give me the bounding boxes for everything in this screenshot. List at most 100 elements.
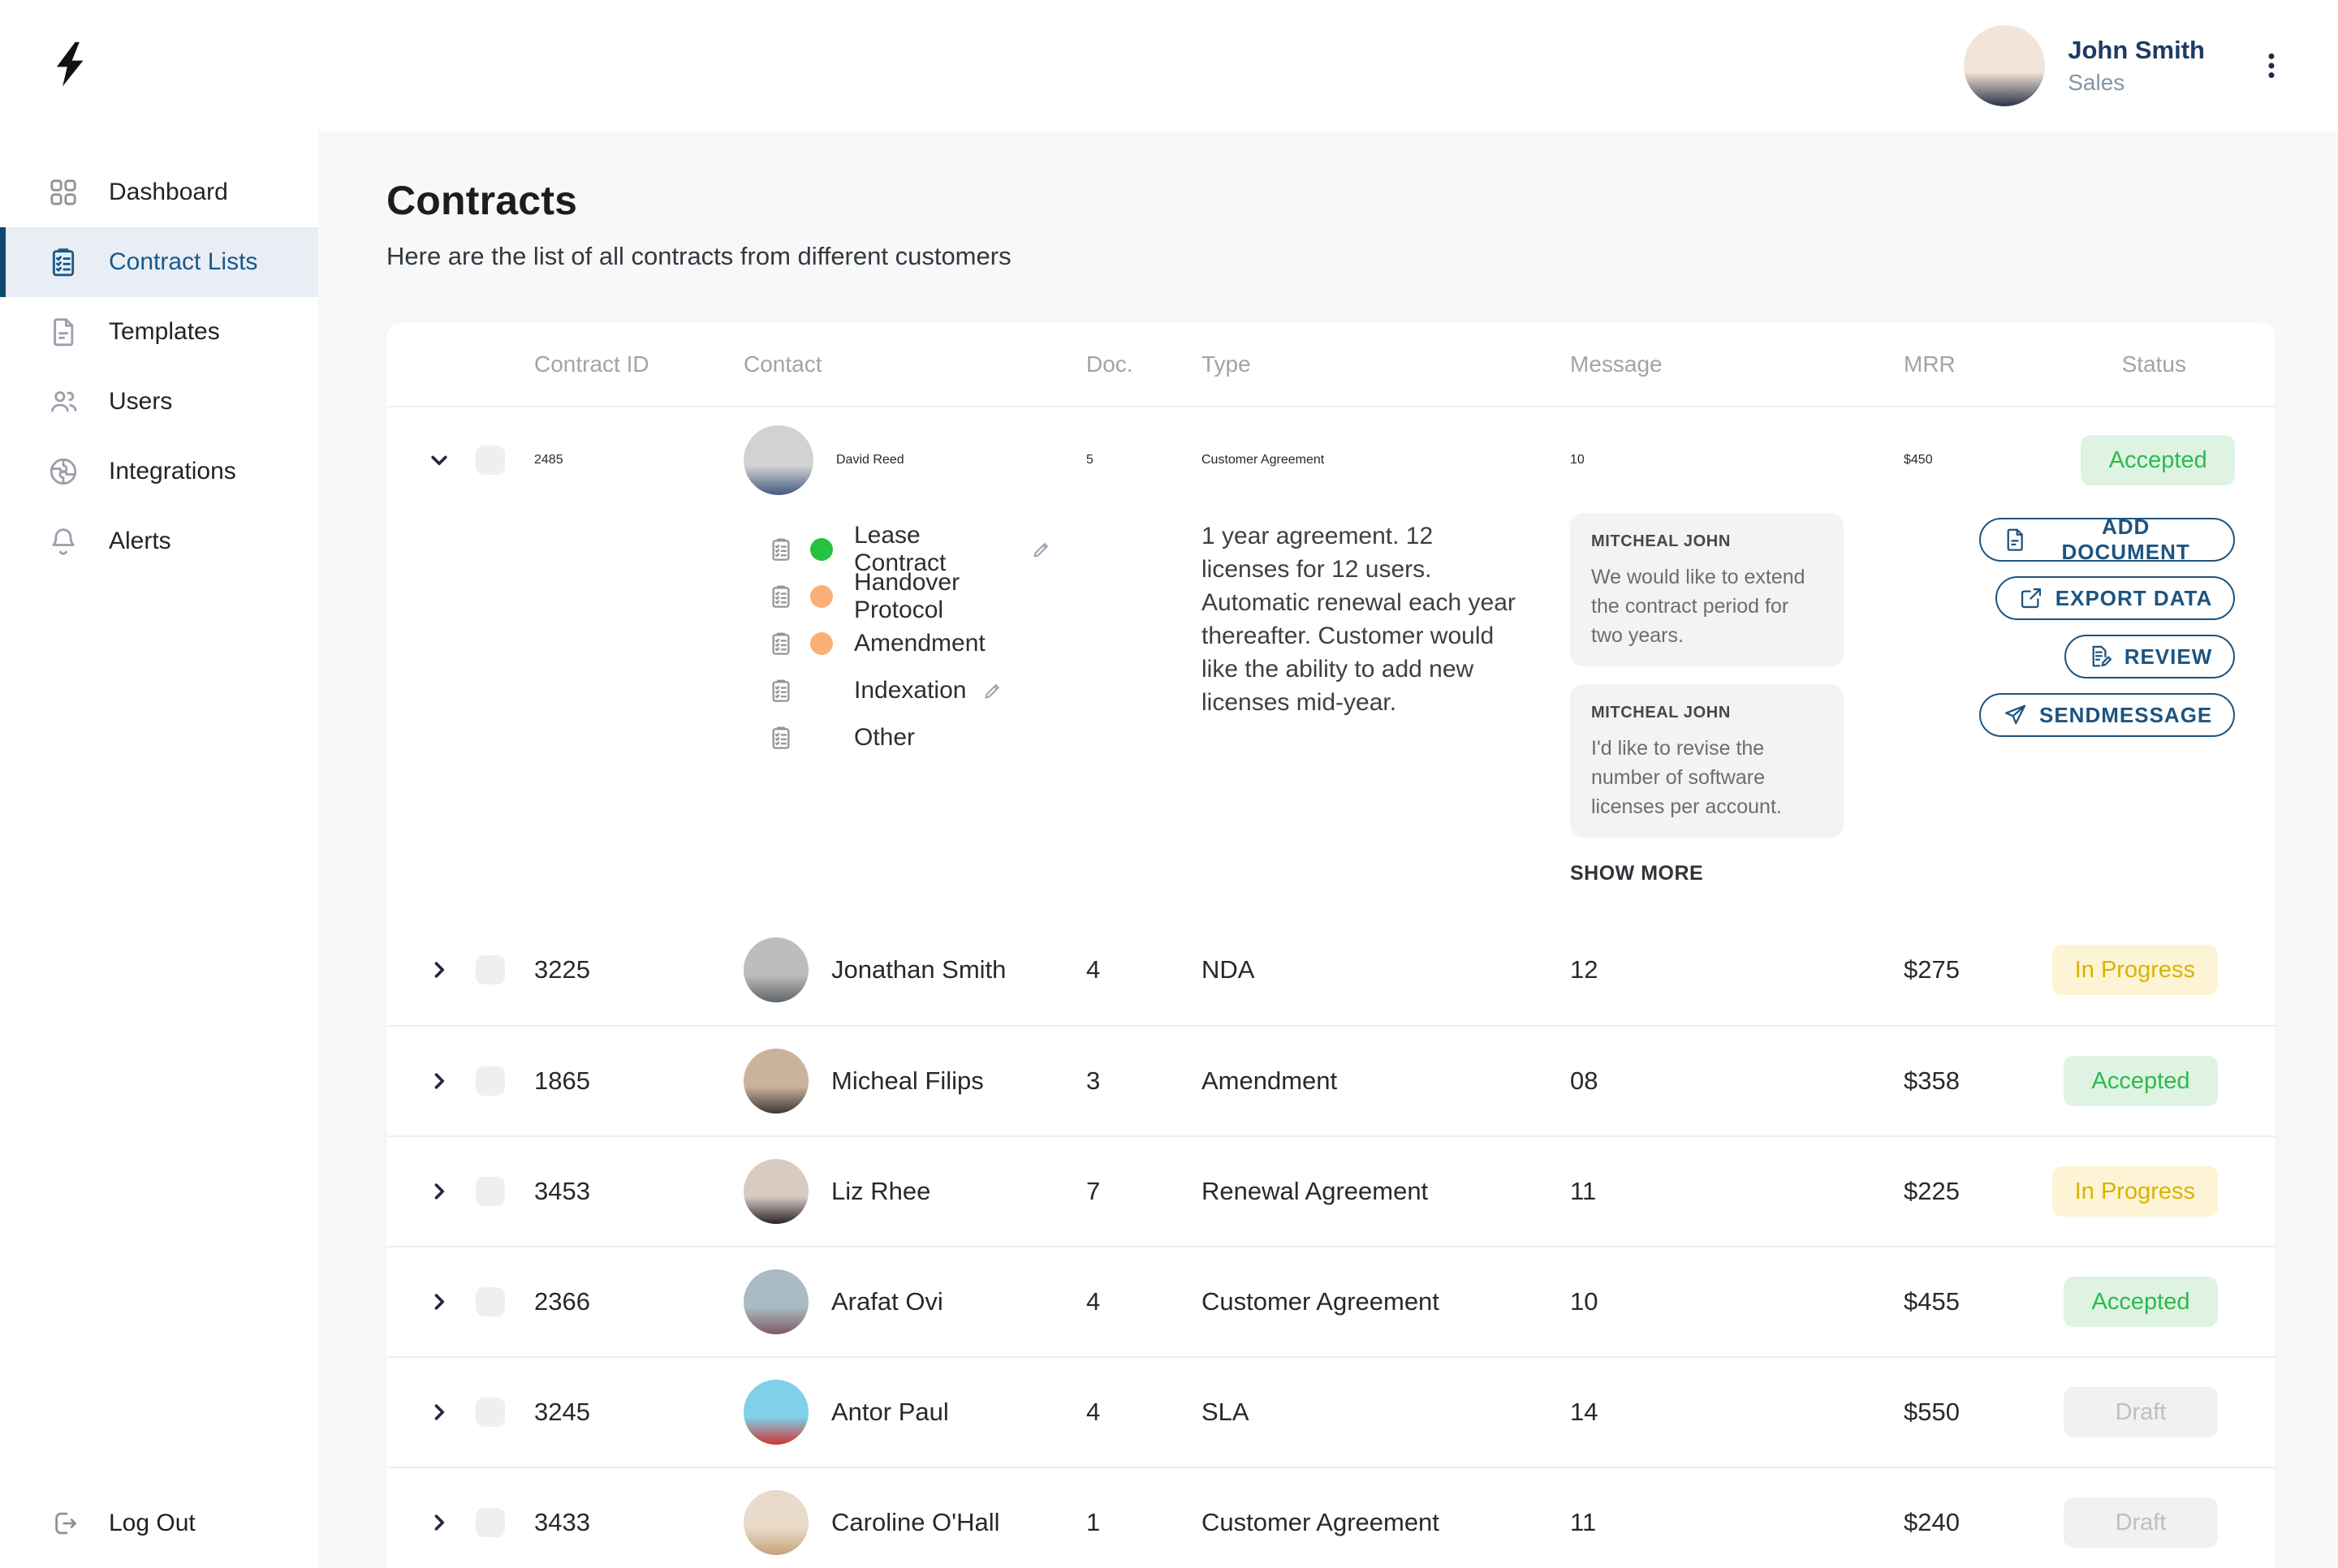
action-label: ADD DOCUMENT <box>2061 515 2190 564</box>
document-item[interactable]: Lease Contract <box>744 522 1054 576</box>
doc-count: 4 <box>1086 955 1101 984</box>
user-role: Sales <box>2068 70 2125 95</box>
chevron-down-icon[interactable] <box>425 446 453 474</box>
contact-name: Micheal Filips <box>831 1066 984 1095</box>
kebab-menu-icon[interactable] <box>2255 48 2288 84</box>
action-label: REVIEW <box>2124 644 2213 669</box>
doc-count: 4 <box>1086 1287 1101 1316</box>
row-checkbox[interactable] <box>476 1066 505 1096</box>
topbar: John Smith Sales <box>318 0 2338 131</box>
table-row[interactable]: 3433 Caroline O'Hall 1 Customer Agreemen… <box>386 1467 2275 1568</box>
message-text: I'd like to revise the number of softwar… <box>1591 737 1782 818</box>
col-contact: Contact <box>744 351 822 377</box>
edit-pencil-icon[interactable] <box>981 678 1005 703</box>
clipboard-icon <box>768 536 794 562</box>
contract-type: Customer Agreement <box>1201 453 1325 467</box>
row-checkbox[interactable] <box>476 955 505 984</box>
row-checkbox[interactable] <box>476 1398 505 1427</box>
type-description: 1 year agreement. 12 licenses for 12 use… <box>1201 523 1516 716</box>
doc-count: 1 <box>1086 1508 1101 1536</box>
bell-icon <box>46 524 80 558</box>
document-label: Indexation <box>854 677 967 704</box>
message-count: 12 <box>1570 955 1598 984</box>
message-count: 08 <box>1570 1066 1598 1095</box>
message-card: MITCHEAL JOHN We would like to extend th… <box>1570 513 1844 666</box>
doc-count: 7 <box>1086 1177 1101 1205</box>
document-item[interactable]: Handover Protocol <box>744 569 1054 623</box>
col-type: Type <box>1201 351 1251 377</box>
sidebar-item-dashboard[interactable]: Dashboard <box>0 157 318 227</box>
table-row[interactable]: 3225 Jonathan Smith 4 NDA 12 $275 In Pro… <box>386 915 2275 1025</box>
send-message-button[interactable]: SENDMESSAGE <box>1979 693 2236 737</box>
col-message: Message <box>1570 351 1663 377</box>
contract-type: Renewal Agreement <box>1201 1177 1429 1205</box>
action-label: EXPORT DATA <box>2055 585 2213 610</box>
sidebar-item-contract-lists[interactable]: Contract Lists <box>0 227 318 297</box>
col-status: Status <box>2121 351 2186 377</box>
users-icon <box>46 385 80 419</box>
clipboard-icon <box>768 678 794 704</box>
contract-type: Amendment <box>1201 1066 1338 1095</box>
row-checkbox[interactable] <box>476 446 505 475</box>
sidebar-item-label: Templates <box>109 318 220 345</box>
document-item[interactable]: Other <box>744 714 1054 761</box>
message-sender: MITCHEAL JOHN <box>1591 532 1731 550</box>
sidebar-item-label: Contract Lists <box>109 248 258 275</box>
status-dot <box>810 585 833 608</box>
user-box: John Smith Sales <box>1964 25 2288 106</box>
chevron-right-icon[interactable] <box>425 1288 453 1316</box>
edit-pencil-icon[interactable] <box>1029 537 1054 562</box>
doc-count: 4 <box>1086 1398 1101 1426</box>
table-row[interactable]: 3453 Liz Rhee 7 Renewal Agreement 11 $22… <box>386 1135 2275 1246</box>
mrr-value: $550 <box>1904 1398 1960 1426</box>
document-item[interactable]: Amendment <box>744 620 1054 667</box>
status-badge: Draft <box>2064 1497 2218 1548</box>
contract-id: 2366 <box>534 1287 590 1316</box>
col-mrr: MRR <box>1904 351 1956 377</box>
row-checkbox[interactable] <box>476 1177 505 1206</box>
contract-id: 3225 <box>534 955 590 984</box>
user-avatar[interactable] <box>1964 25 2046 106</box>
sidebar-item-templates[interactable]: Templates <box>0 297 318 367</box>
logout-button[interactable]: Log Out <box>0 1499 318 1548</box>
row-actions: ADD DOCUMENT EXPORT DATA REVIEW SENDMESS… <box>1979 515 2260 737</box>
row-checkbox[interactable] <box>476 1287 505 1316</box>
table-row[interactable]: 1865 Micheal Filips 3 Amendment 08 $358 … <box>386 1025 2275 1135</box>
table-row[interactable]: 3245 Antor Paul 4 SLA 14 $550 Draft <box>386 1356 2275 1467</box>
table-row[interactable]: 2366 Arafat Ovi 4 Customer Agreement 10 … <box>386 1246 2275 1356</box>
external-icon <box>2018 585 2044 611</box>
sidebar-item-label: Users <box>109 388 173 415</box>
message-count: 10 <box>1570 453 1585 467</box>
integrations-icon <box>46 454 80 489</box>
status-badge: Accepted <box>2064 1277 2218 1327</box>
status-dot <box>810 726 833 749</box>
avatar <box>744 937 809 1002</box>
chevron-right-icon[interactable] <box>425 956 453 984</box>
file-icon <box>2002 527 2028 553</box>
avatar <box>744 1490 809 1555</box>
review-button[interactable]: REVIEW <box>2064 635 2236 678</box>
mrr-value: $358 <box>1904 1066 1960 1095</box>
sidebar-item-label: Alerts <box>109 528 171 554</box>
mrr-value: $450 <box>1904 453 1933 467</box>
sidebar-item-alerts[interactable]: Alerts <box>0 506 318 576</box>
document-label: Amendment <box>854 630 986 657</box>
page-title: Contracts <box>386 178 578 223</box>
contact-name: Liz Rhee <box>831 1177 931 1205</box>
sidebar-item-users[interactable]: Users <box>0 367 318 437</box>
sidebar-item-integrations[interactable]: Integrations <box>0 437 318 506</box>
avatar <box>744 1049 809 1114</box>
col-doc: Doc. <box>1086 351 1133 377</box>
add-document-button[interactable]: ADD DOCUMENT <box>1979 515 2236 564</box>
chevron-right-icon[interactable] <box>425 1067 453 1095</box>
show-more-link[interactable]: SHOW MORE <box>1570 862 1704 885</box>
contact-name: Jonathan Smith <box>831 955 1007 984</box>
chevron-right-icon[interactable] <box>425 1398 453 1426</box>
chevron-right-icon[interactable] <box>425 1509 453 1536</box>
sidebar-item-label: Integrations <box>109 458 236 485</box>
message-count: 11 <box>1570 1508 1597 1536</box>
export-data-button[interactable]: EXPORT DATA <box>1995 576 2236 620</box>
row-checkbox[interactable] <box>476 1508 505 1537</box>
document-item[interactable]: Indexation <box>744 667 1054 714</box>
chevron-right-icon[interactable] <box>425 1178 453 1205</box>
